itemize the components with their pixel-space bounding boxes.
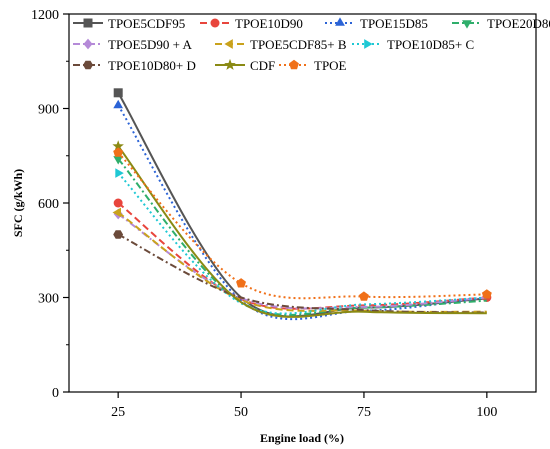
legend-label: TPOE5CDF95 <box>108 16 185 31</box>
legend-entry: CDF <box>215 58 275 73</box>
axes: 25 50 75 100 0 300 600 900 1200 <box>31 8 497 420</box>
legend-entry: TPOE10D90 <box>200 16 303 31</box>
legend: TPOE5CDF95 TPOE10D90 TPOE15D85 TPOE20D80 TPO… <box>73 16 550 73</box>
data-point-marker <box>113 99 123 109</box>
legend-entry: TPOE <box>279 58 347 73</box>
series-line <box>117 172 487 315</box>
legend-label: TPOE10D80+ D <box>108 58 196 73</box>
legend-label: TPOE10D85+ C <box>387 37 474 52</box>
data-point-marker <box>113 230 124 239</box>
legend-marker <box>224 58 236 70</box>
series-line <box>117 145 487 318</box>
legend-label: TPOE5CDF85+ B <box>250 37 347 52</box>
series-layer <box>112 88 492 321</box>
data-point-marker <box>112 207 121 218</box>
data-point-marker <box>113 198 123 208</box>
data-point-marker <box>481 289 492 299</box>
x-tick-label: 75 <box>357 405 371 420</box>
legend-label: TPOE10D90 <box>235 16 303 31</box>
legend-label: TPOE <box>314 58 347 73</box>
series-9 <box>112 140 487 318</box>
series-6 <box>112 207 487 313</box>
legend-entry: TPOE5CDF95 <box>73 16 185 31</box>
legend-label: TPOE20D80 <box>487 16 550 31</box>
legend-marker <box>364 39 373 49</box>
series-line <box>117 151 487 300</box>
y-tick-label: 300 <box>38 292 59 307</box>
legend-marker <box>224 39 233 49</box>
legend-marker <box>462 20 472 29</box>
legend-marker <box>83 60 93 70</box>
data-point-marker <box>115 168 124 178</box>
y-tick-label: 1200 <box>31 8 59 23</box>
legend-marker <box>289 59 299 70</box>
legend-entry: TPOE15D85 <box>325 16 428 31</box>
x-tick-label: 100 <box>476 405 497 420</box>
legend-label: TPOE5D90 + A <box>108 37 193 52</box>
legend-marker <box>83 18 93 28</box>
y-tick-label: 0 <box>52 386 59 401</box>
x-axis-title: Engine load (%) <box>260 431 344 445</box>
y-axis-title: SFC (g/kWh) <box>11 169 25 237</box>
x-tick-label: 25 <box>111 405 125 420</box>
data-point-marker <box>236 278 246 288</box>
legend-entry: TPOE10D85+ C <box>352 37 474 52</box>
data-point-marker <box>112 140 124 152</box>
y-tick-label: 900 <box>38 103 59 118</box>
legend-entry: TPOE5CDF85+ B <box>215 37 347 52</box>
data-point-marker <box>113 88 123 98</box>
y-tick-label: 600 <box>38 197 59 212</box>
legend-entry: TPOE10D80+ D <box>73 58 196 73</box>
legend-entry: TPOE5D90 + A <box>73 37 193 52</box>
plot-frame <box>68 13 537 393</box>
series-4 <box>113 156 487 316</box>
legend-entry: TPOE20D80 <box>452 16 550 31</box>
legend-marker <box>335 17 345 26</box>
legend-marker <box>210 18 220 28</box>
series-line <box>117 211 487 313</box>
series-10 <box>113 147 492 301</box>
legend-marker <box>83 38 93 50</box>
data-point-marker <box>113 156 123 165</box>
data-point-marker <box>359 291 369 301</box>
series-7 <box>115 168 487 315</box>
data-point-marker <box>113 147 124 157</box>
series-line <box>117 158 487 316</box>
x-tick-label: 50 <box>234 405 248 420</box>
legend-label: CDF <box>250 58 275 73</box>
legend-label: TPOE15D85 <box>360 16 428 31</box>
